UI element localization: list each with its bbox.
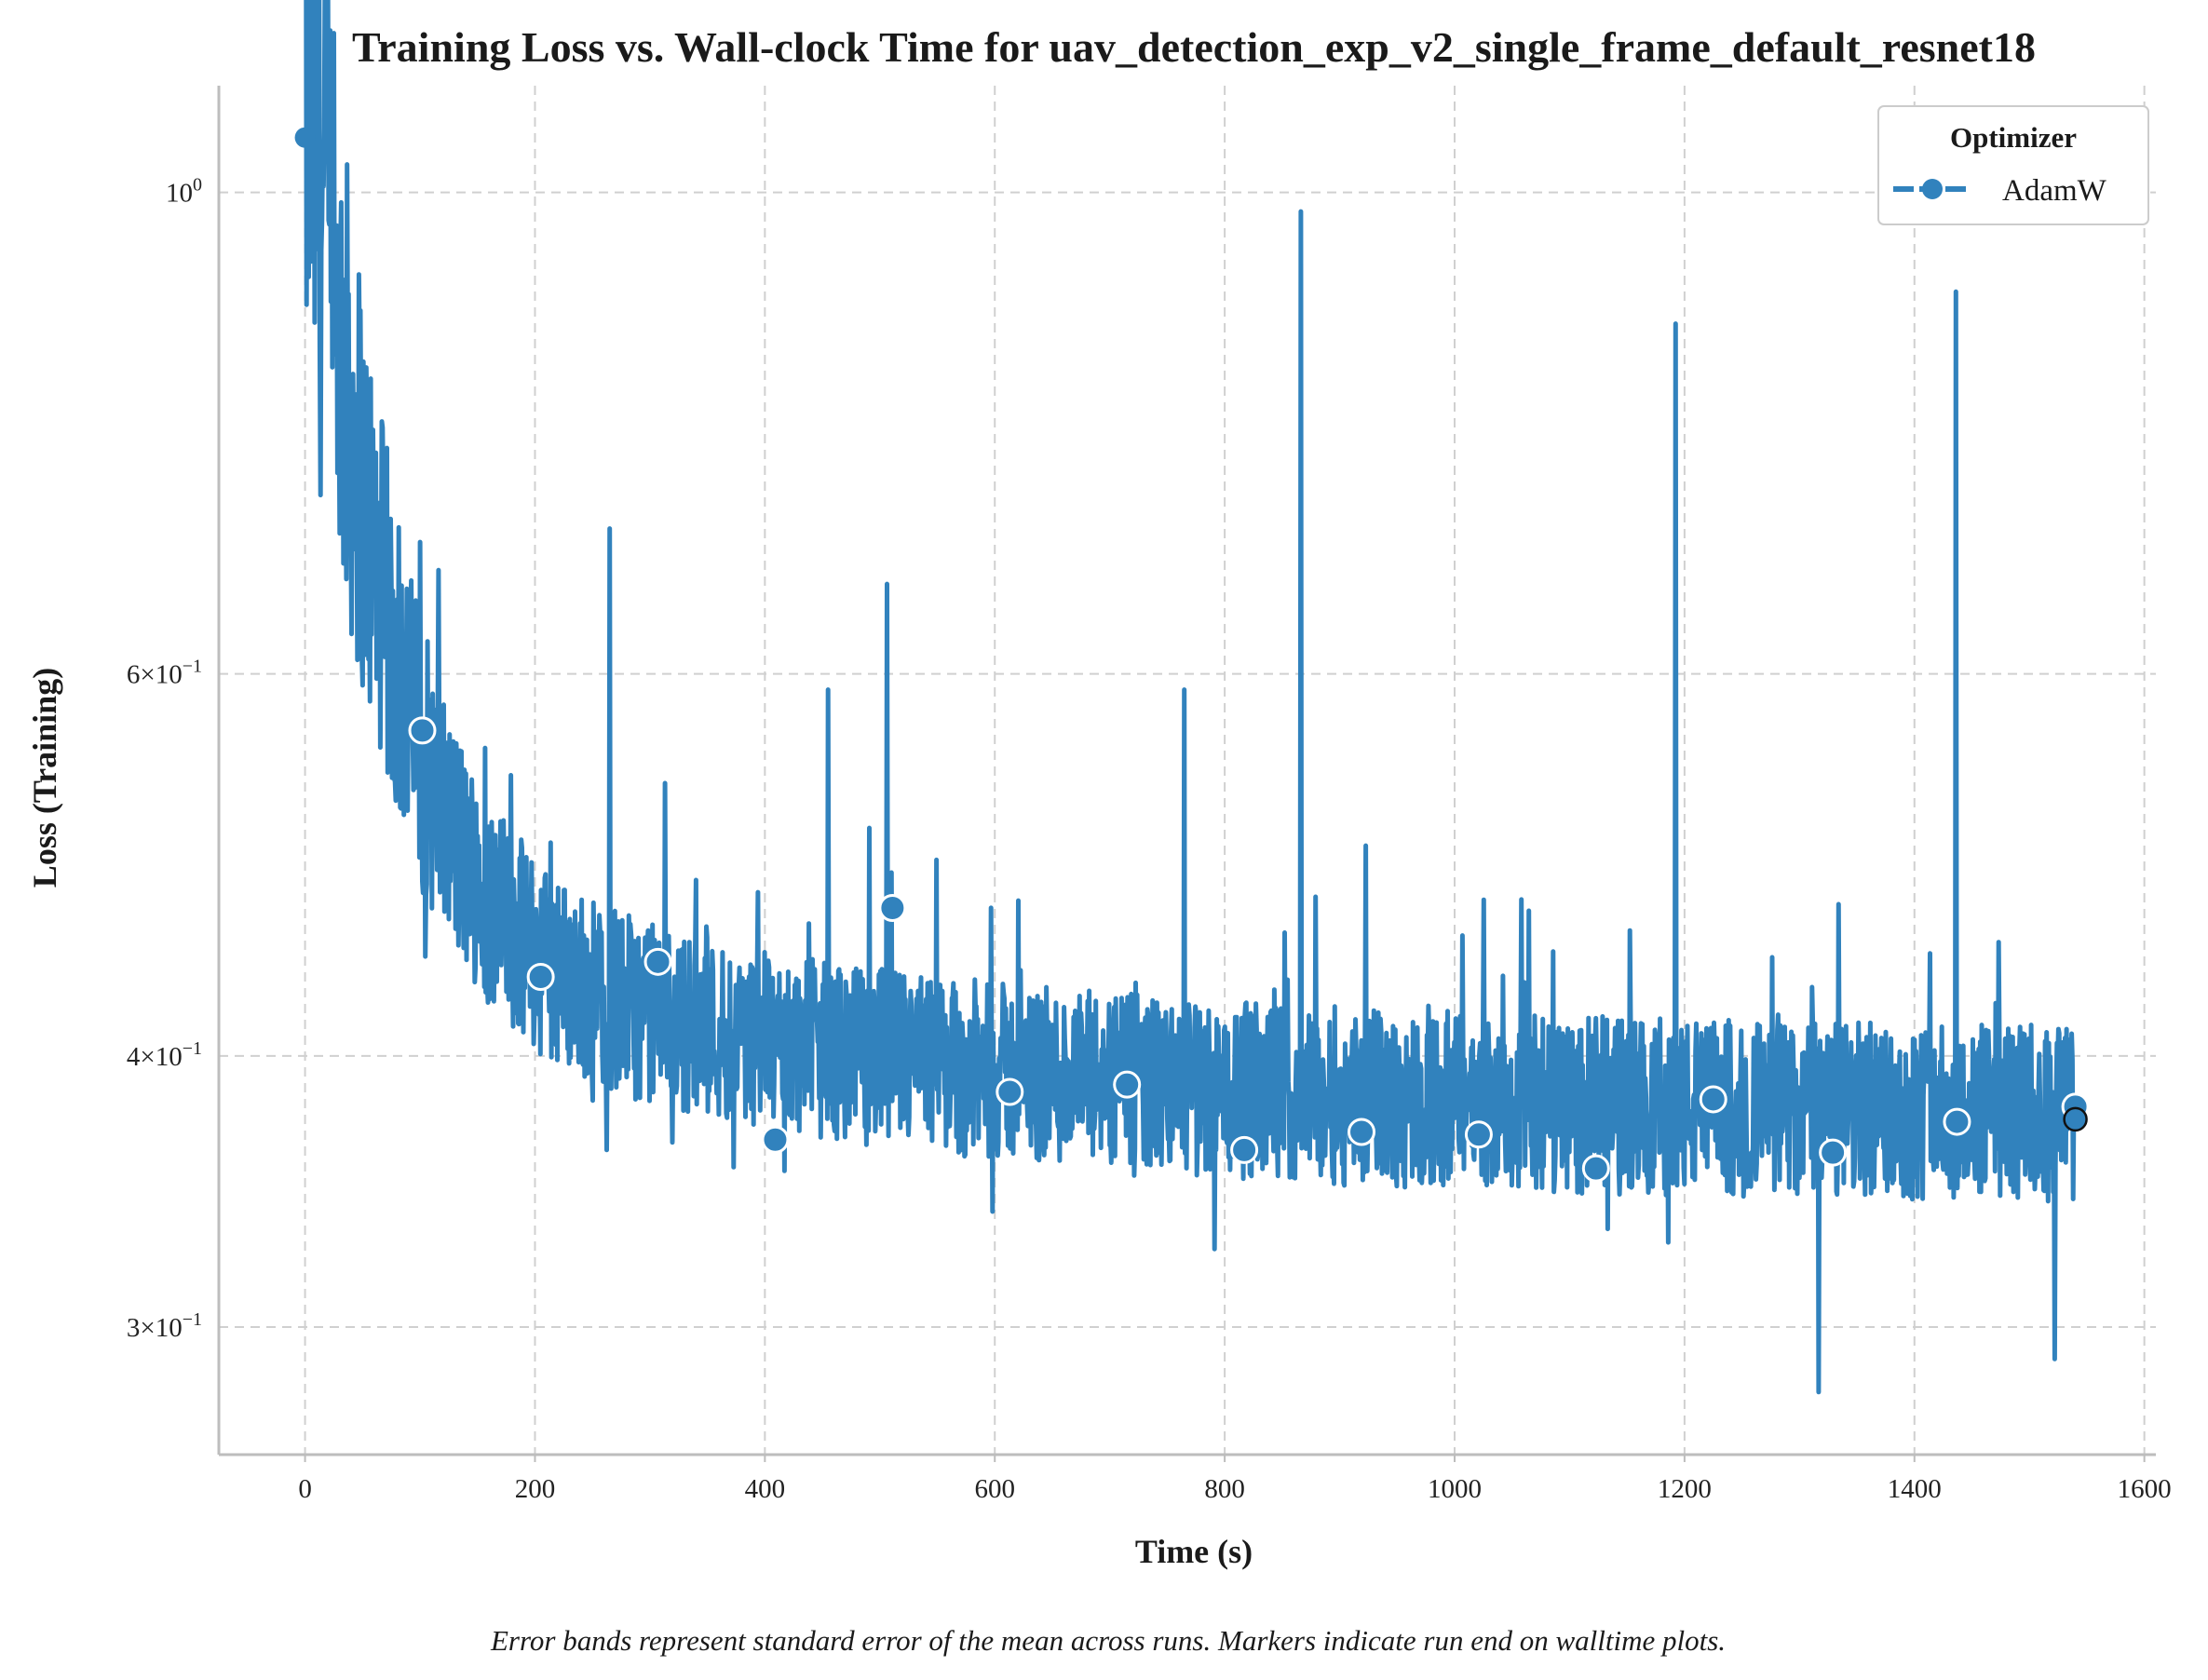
run-end-marker	[996, 1077, 1024, 1106]
run-end-marker	[1348, 1118, 1376, 1146]
run-end-marker	[1819, 1138, 1848, 1167]
y-tick-label: 100	[166, 175, 202, 209]
run-end-marker	[1464, 1120, 1493, 1149]
x-tick-label: 800	[1204, 1474, 1245, 1504]
x-tick-label: 0	[298, 1474, 312, 1504]
final-marker	[2063, 1106, 2088, 1132]
footnote: Error bands represent standard error of …	[490, 1624, 1726, 1657]
legend: Optimizer AdamW	[1877, 105, 2149, 225]
chart-title: Training Loss vs. Wall-clock Time for ua…	[352, 23, 2036, 71]
run-end-marker	[1113, 1070, 1142, 1099]
x-tick-label: 1400	[1888, 1474, 1942, 1504]
legend-box	[1877, 105, 2149, 225]
y-tick-label: 3×10−1	[127, 1309, 202, 1343]
legend-title: Optimizer	[1950, 121, 2077, 154]
x-tick-label: 1600	[2118, 1474, 2172, 1504]
marker-layer	[408, 716, 2090, 1183]
run-end-marker	[1943, 1107, 1971, 1136]
run-end-marker	[1581, 1154, 1610, 1183]
legend-entry-adamw: AdamW	[2002, 174, 2107, 208]
x-tick-label: 400	[745, 1474, 786, 1504]
x-tick-label: 1200	[1658, 1474, 1712, 1504]
axes	[217, 86, 2156, 1456]
run-end-marker	[1230, 1135, 1259, 1164]
series-line-adamw	[304, 0, 2079, 1395]
x-tick-label: 600	[974, 1474, 1015, 1504]
legend-swatch-marker	[1922, 179, 1943, 199]
x-axis-label: Time (s)	[1135, 1533, 1253, 1570]
run-end-marker	[526, 962, 555, 991]
tick-labels: 0 200 400 600 800 1000 1200 1400 1600 100 6×10−1 4×…	[127, 175, 2172, 1504]
x-tick-label: 200	[515, 1474, 556, 1504]
y-tick-label: 6×10−1	[127, 657, 202, 690]
y-axis-label: Loss (Training)	[26, 668, 63, 887]
run-end-marker	[878, 893, 907, 922]
y-tick-label: 4×10−1	[127, 1038, 202, 1072]
grid	[219, 86, 2156, 1455]
series-start-marker	[294, 127, 316, 148]
run-end-marker	[408, 716, 437, 745]
run-end-marker	[761, 1125, 790, 1154]
x-tick-label: 1000	[1428, 1474, 1482, 1504]
run-end-marker	[643, 947, 672, 976]
run-end-marker	[1699, 1085, 1727, 1114]
series-layer	[294, 0, 2079, 1395]
